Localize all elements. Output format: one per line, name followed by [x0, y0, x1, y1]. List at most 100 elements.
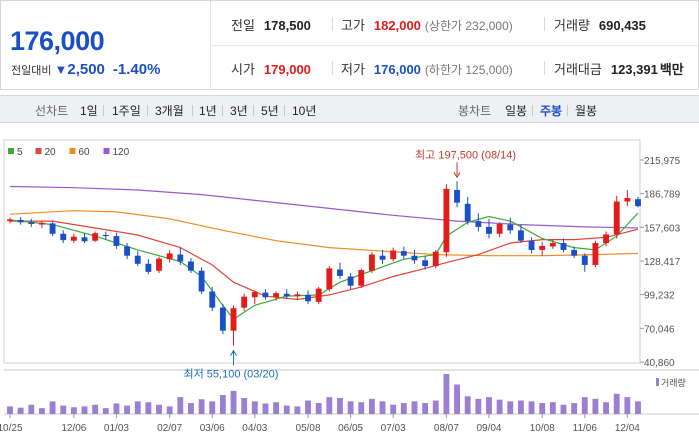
- candle: [486, 218, 492, 239]
- monthly-candle-button[interactable]: 월봉: [575, 104, 598, 118]
- candle-body: [251, 292, 258, 298]
- price-plot-frame: [3, 139, 641, 364]
- ma120-line: [9, 185, 639, 229]
- candle: [400, 246, 407, 260]
- candle: [464, 196, 471, 225]
- low-cell: 저가 176,000 (하한가 125,000): [341, 59, 513, 78]
- candle: [7, 217, 13, 224]
- candle-body: [273, 293, 280, 298]
- volume-bar: [251, 401, 258, 414]
- volume-bar: [400, 403, 407, 414]
- high-label: 고가: [341, 18, 365, 33]
- candle-body: [262, 292, 269, 298]
- candle-body: [454, 189, 460, 203]
- candle: [326, 266, 333, 292]
- volume-bar: [358, 402, 365, 414]
- low-value: 176,000: [373, 62, 421, 77]
- period-3y-button[interactable]: 3년: [230, 104, 248, 118]
- volume-bar: [507, 401, 514, 414]
- volume-bar: [315, 403, 322, 414]
- volume-bar: [517, 400, 524, 414]
- chart-period-toolbar: 선차트 1일 1주일 3개월 1년 3년 5년 10년 봉차트 일봉 주봉 월봉: [0, 95, 699, 123]
- volume-bar: [305, 400, 311, 414]
- y-tick-label: 215,975: [644, 156, 681, 167]
- open-cell: 시가 179,000: [231, 59, 311, 78]
- period-3m-button[interactable]: 3개월: [155, 104, 184, 118]
- candle: [273, 291, 280, 301]
- prev-close-label: 전일: [231, 18, 255, 33]
- amount-unit: 백만: [659, 62, 684, 77]
- period-1d-button[interactable]: 1일: [80, 104, 98, 118]
- amount-value: 123,391: [610, 62, 658, 77]
- volume-bar: [262, 403, 269, 414]
- candle: [571, 246, 578, 259]
- candle: [113, 232, 120, 249]
- candle: [603, 231, 609, 247]
- volume-bar: [17, 407, 24, 414]
- volume-bar: [188, 403, 194, 414]
- amount-cell: 거래대금 123,391 백만: [554, 59, 684, 78]
- candle-body: [613, 201, 620, 235]
- volume-bar: [528, 401, 535, 414]
- candle-body: [102, 234, 109, 237]
- candle-body: [81, 237, 88, 242]
- candle: [188, 258, 194, 274]
- volume-bar: [230, 390, 237, 414]
- candle-body: [188, 261, 194, 271]
- y-tick-label: 40,860: [644, 358, 675, 369]
- candle-body: [358, 270, 365, 286]
- volume-bar: [81, 406, 88, 414]
- volume-bar: [198, 399, 205, 414]
- candle-body: [507, 224, 514, 231]
- candle: [624, 189, 631, 207]
- candle-body: [7, 219, 13, 222]
- volume-bar: [347, 401, 354, 414]
- volume-bar: [124, 405, 131, 414]
- weekly-candle-button[interactable]: 주봉: [540, 104, 563, 118]
- candle: [145, 259, 152, 275]
- legend-label-60: 60: [79, 147, 91, 158]
- candle-body: [113, 236, 120, 246]
- candle-body: [283, 293, 290, 297]
- period-1y-button[interactable]: 1년: [199, 104, 217, 118]
- volume-bar: [92, 404, 99, 414]
- candle-body: [347, 276, 354, 286]
- volume-bar: [113, 403, 120, 414]
- volume-bar: [294, 406, 301, 414]
- volume-bar: [134, 401, 141, 414]
- daily-candle-button[interactable]: 일봉: [505, 104, 528, 118]
- candle-body: [134, 255, 141, 264]
- period-5y-button[interactable]: 5년: [261, 104, 279, 118]
- down-arrow-icon: ▼: [54, 62, 68, 77]
- candle: [496, 222, 503, 238]
- candle: [635, 196, 641, 208]
- candle-body: [603, 234, 609, 244]
- lower-limit: (하한가 125,000): [424, 63, 513, 77]
- volume-bar: [177, 397, 184, 414]
- volume-bar: [635, 401, 641, 414]
- amount-label: 거래대금: [554, 62, 602, 77]
- candle: [166, 249, 173, 263]
- x-tick-label: 12/04: [615, 423, 640, 434]
- candle-body: [624, 198, 631, 202]
- volume-bar: [464, 396, 471, 414]
- x-tick-label: 07/03: [381, 423, 406, 434]
- period-1w-button[interactable]: 1주일: [112, 104, 141, 118]
- candle: [28, 218, 35, 227]
- volume-cell: 거래량 690,435: [554, 15, 646, 34]
- volume-bar: [390, 404, 397, 414]
- volume-bar: [337, 398, 343, 414]
- period-10y-button[interactable]: 10년: [292, 104, 317, 118]
- candle: [134, 251, 141, 267]
- candlestick-chart: 5 20 60 120 215,975 186,789 157,603 128,417 99,2…: [0, 139, 699, 434]
- candle-body: [49, 223, 56, 234]
- candle-body: [230, 308, 237, 331]
- candle: [177, 247, 184, 265]
- volume-bar: [209, 401, 216, 414]
- candle: [81, 233, 88, 244]
- candle-body: [517, 230, 524, 241]
- high-arrow-icon: [453, 172, 461, 179]
- high-cell: 고가 182,000 (상한가 232,000): [341, 15, 513, 34]
- candle: [592, 240, 599, 268]
- y-tick-label: 128,417: [644, 257, 681, 268]
